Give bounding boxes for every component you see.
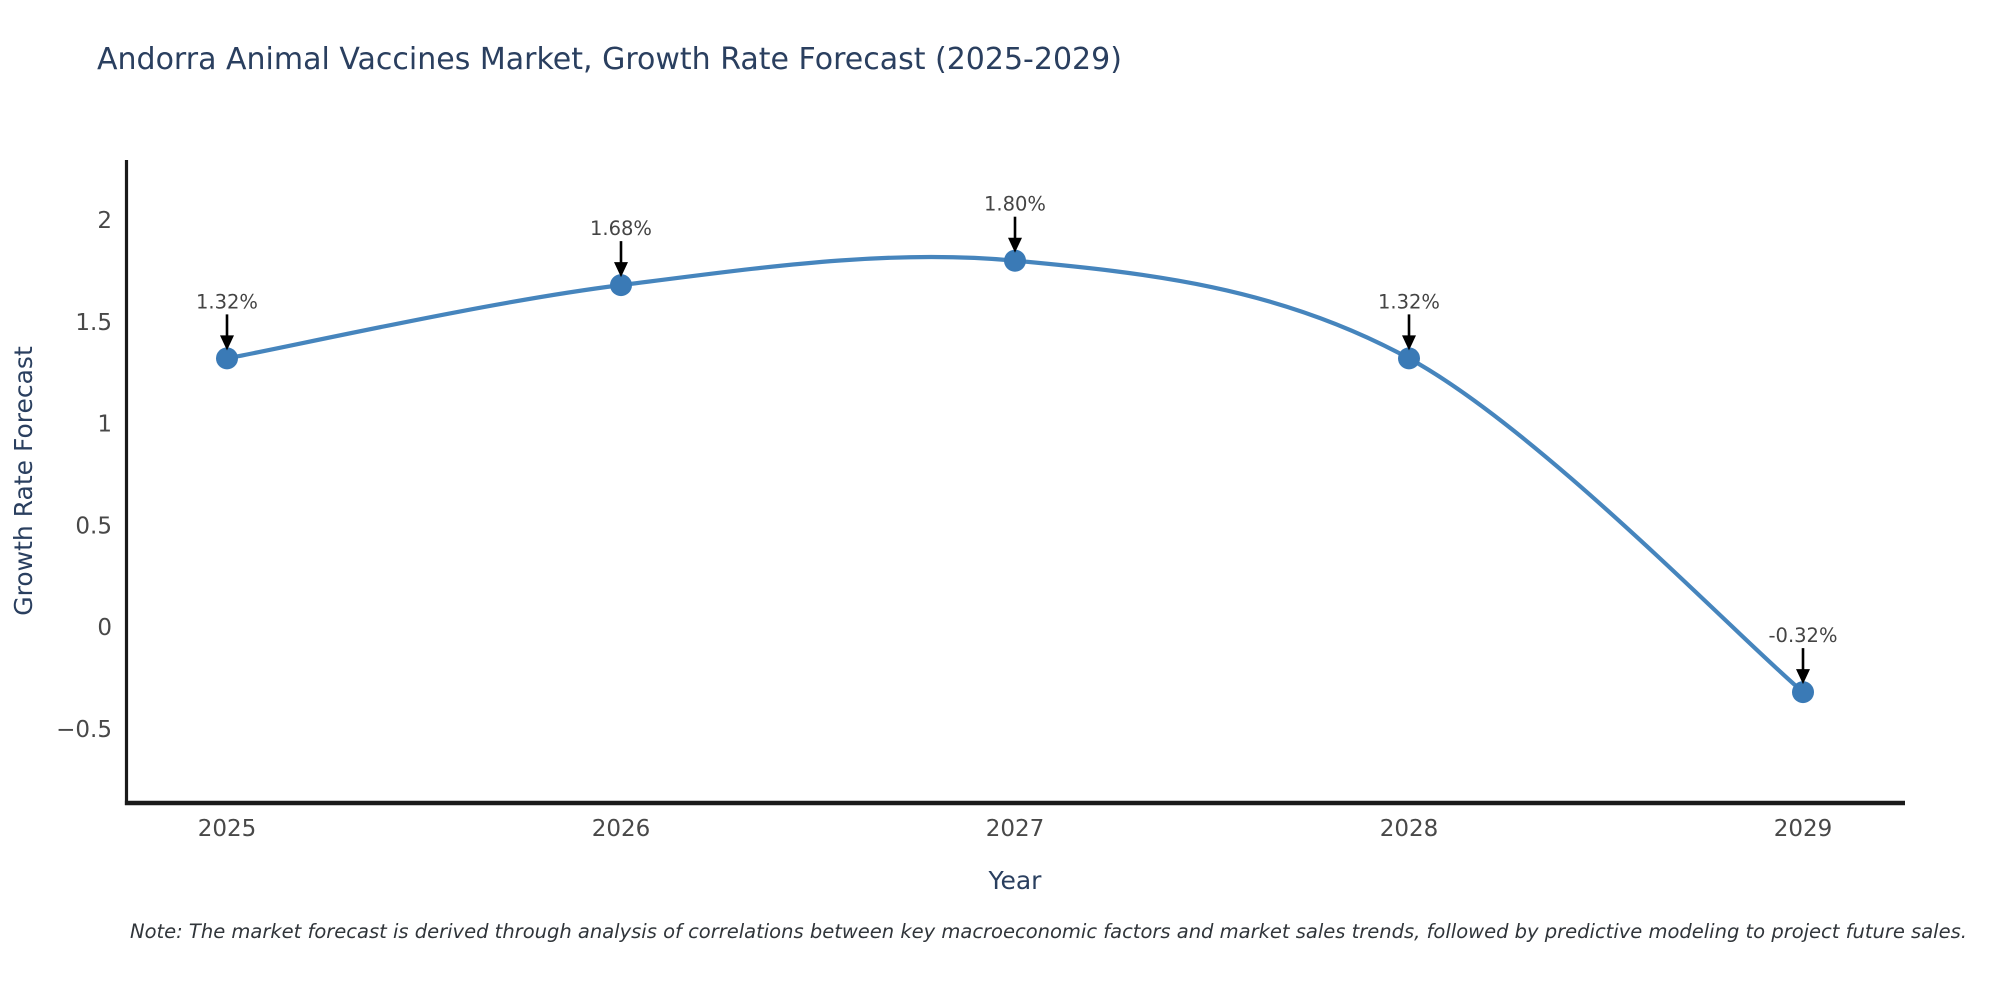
chart-title: Andorra Animal Vaccines Market, Growth R… [97, 42, 1122, 77]
annotation-arrowhead [1796, 669, 1810, 685]
annotation-label: -0.32% [1769, 624, 1838, 647]
annotation-arrowhead [220, 335, 234, 351]
x-axis-title: Year [988, 866, 1043, 895]
x-tick-label: 2028 [1380, 816, 1439, 842]
x-tick-label: 2027 [986, 816, 1045, 842]
annotation-label: 1.68% [590, 217, 652, 240]
y-tick-label: 2 [97, 208, 112, 234]
x-tick-label: 2025 [198, 816, 257, 842]
y-tick-label: 0.5 [75, 513, 112, 539]
data-point-marker [216, 347, 238, 370]
y-tick-label: 1 [97, 412, 112, 438]
annotation-arrowhead [1402, 335, 1416, 351]
x-tick-label: 2026 [592, 816, 651, 842]
y-tick-label: 0 [97, 615, 112, 641]
annotation-arrowhead [1008, 237, 1022, 253]
annotation-arrowhead [614, 262, 628, 278]
annotation-label: 1.80% [984, 193, 1046, 216]
data-point-marker [1792, 681, 1814, 704]
data-point-marker [1398, 347, 1420, 370]
y-tick-label: 1.5 [75, 310, 112, 336]
footnote: Note: The market forecast is derived thr… [130, 920, 1967, 943]
annotation-label: 1.32% [196, 290, 258, 313]
x-tick-label: 2029 [1774, 816, 1833, 842]
y-axis-title: Growth Rate Forecast [9, 346, 38, 616]
data-point-marker [610, 274, 632, 297]
data-point-marker [1004, 249, 1026, 272]
y-tick-label: −0.5 [56, 717, 112, 743]
trend-line [224, 254, 1806, 695]
annotation-label: 1.32% [1378, 290, 1440, 313]
